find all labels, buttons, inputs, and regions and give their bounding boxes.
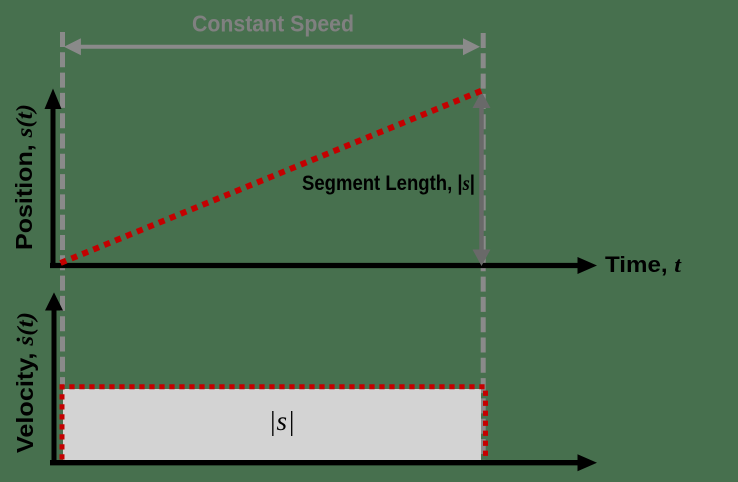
svg-text:|s|: |s| [269,406,296,436]
svg-text:Constant Speed: Constant Speed [192,11,354,37]
svg-text:Position, s(t): Position, s(t) [11,104,37,250]
svg-text:Time, t: Time, t [605,252,682,277]
svg-text:Segment Length, |s|: Segment Length, |s| [302,171,475,195]
svg-text:Velocity, ṡ(t): Velocity, ṡ(t) [12,312,38,453]
